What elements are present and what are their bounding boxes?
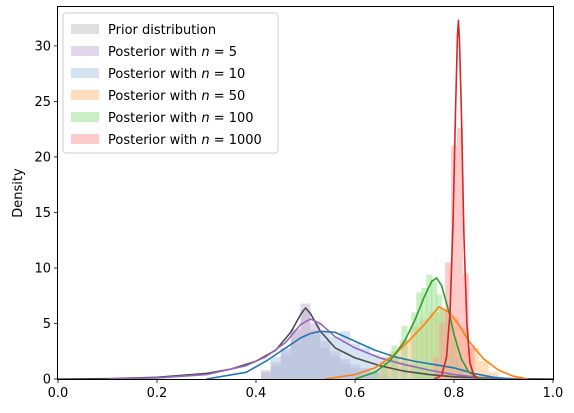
hist-bar-3-10 <box>478 361 489 379</box>
y-tick-label: 15 <box>34 206 51 221</box>
hist-bar-2-6 <box>330 336 341 379</box>
legend-n-symbol-3: n <box>201 89 209 104</box>
kde-line-1 <box>107 318 529 379</box>
hist-bar-4-4 <box>411 312 418 379</box>
legend-entry-5: Posterior with n = 1000 <box>108 133 262 148</box>
kde-line-4 <box>354 277 489 379</box>
legend-text-4: Posterior with <box>108 111 201 126</box>
legend-swatch-4 <box>71 112 99 122</box>
hist-bar-5-0 <box>433 356 440 379</box>
legend-n-symbol-2: n <box>201 67 209 82</box>
legend-n-value-1: = 5 <box>210 45 237 60</box>
y-tick-label: 5 <box>43 317 51 332</box>
legend-entry-2: Posterior with n = 10 <box>108 67 245 82</box>
hist-bar-5-2 <box>445 262 452 379</box>
hist-bar-2-2 <box>290 343 301 379</box>
legend-entry-4: Posterior with n = 100 <box>108 111 254 126</box>
legend-text-3: Posterior with <box>108 89 201 104</box>
hist-bar-2-8 <box>350 343 360 379</box>
legend-text-0: Prior distribution <box>108 23 216 38</box>
legend-n-value-5: = 1000 <box>210 133 262 148</box>
y-tick-label: 30 <box>34 39 51 54</box>
y-tick-label: 0 <box>43 373 51 388</box>
legend-box <box>62 12 279 154</box>
hist-bar-2-3 <box>300 336 311 379</box>
kde-line-3 <box>325 306 529 379</box>
x-axis: 0.0 0.2 0.4 0.6 0.8 1.0 <box>48 379 564 401</box>
legend-swatch-2 <box>71 68 99 78</box>
hist-bar-4-8 <box>431 281 438 379</box>
legend-n-symbol-1: n <box>201 45 209 60</box>
kde-line-2 <box>206 330 514 379</box>
legend-n-symbol-5: n <box>201 133 209 148</box>
hist-bar-5-3 <box>451 145 457 379</box>
hist-bar-2-1 <box>280 350 291 379</box>
hist-bar-3-11 <box>488 372 499 379</box>
legend-entry-0: Prior distribution <box>108 23 216 38</box>
y-tick-label: 10 <box>34 261 51 276</box>
legend-n-value-3: = 50 <box>210 89 246 104</box>
legend-n-symbol-4: n <box>201 111 209 126</box>
hist-bar-5-4 <box>456 128 463 379</box>
histogram-5 <box>433 128 475 379</box>
x-tick-label: 0.2 <box>147 386 168 401</box>
hist-bar-5-1 <box>439 323 446 379</box>
kde-line-5 <box>433 19 480 379</box>
plot-area <box>58 19 553 379</box>
legend-entry-1: Posterior with n = 5 <box>108 45 237 60</box>
legend-swatch-3 <box>71 90 99 100</box>
hist-bar-4-0 <box>371 370 378 379</box>
legend-swatch-0 <box>71 24 99 34</box>
x-tick-label: 0.4 <box>246 386 267 401</box>
hist-bar-2-9 <box>359 347 370 379</box>
y-tick-label: 20 <box>34 150 51 165</box>
legend-text-5: Posterior with <box>108 133 201 148</box>
legend-text-1: Posterior with <box>108 45 201 60</box>
hist-bar-5-5 <box>462 273 469 379</box>
hist-bar-2-0 <box>270 356 281 379</box>
x-tick-label: 0.8 <box>444 386 465 401</box>
hist-bar-5-6 <box>468 345 475 379</box>
hist-bar-4-3 <box>401 325 408 379</box>
x-tick-label: 0.6 <box>345 386 366 401</box>
y-axis-label: Density <box>11 168 26 218</box>
x-tick-label: 0.0 <box>48 386 69 401</box>
legend-swatch-1 <box>71 46 99 56</box>
x-tick-label: 1.0 <box>543 386 564 401</box>
hist-bar-4-5 <box>416 292 423 379</box>
hist-bar-2-4 <box>310 332 321 379</box>
legend-swatch-5 <box>71 134 99 144</box>
hist-bar-4-7 <box>426 274 433 379</box>
legend-n-value-4: = 100 <box>210 111 254 126</box>
hist-bar-1-0 <box>260 370 271 379</box>
legend-entry-3: Posterior with n = 50 <box>108 89 245 104</box>
axes-frame <box>57 6 554 380</box>
legend-text-2: Posterior with <box>108 67 201 82</box>
y-tick-label: 25 <box>34 95 51 110</box>
hist-bar-2-10 <box>369 354 380 379</box>
hist-bar-4-1 <box>381 361 388 379</box>
hist-bar-4-6 <box>421 287 428 379</box>
hist-bar-2-5 <box>320 332 331 379</box>
legend-n-value-2: = 10 <box>210 67 246 82</box>
y-axis: 0 5 10 15 20 25 30 <box>34 39 58 388</box>
hist-bar-2-7 <box>340 331 351 379</box>
